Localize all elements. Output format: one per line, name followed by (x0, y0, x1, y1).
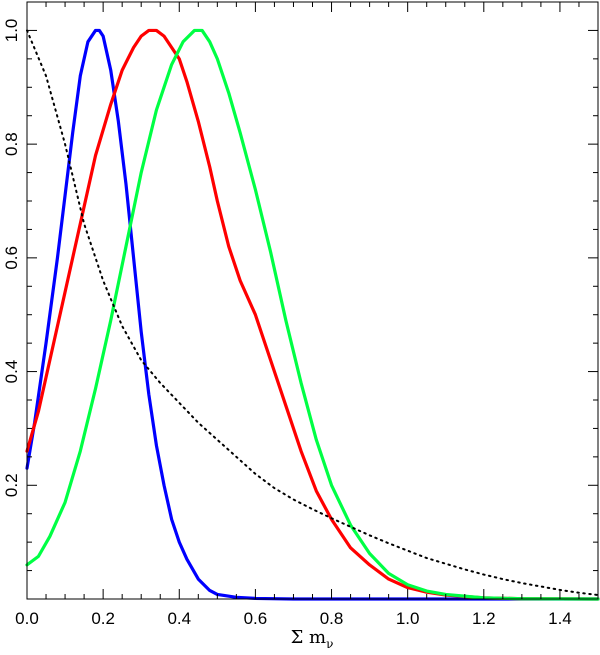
series-line-3 (26, 29, 599, 597)
y-tick-label: 0.2 (2, 473, 21, 497)
x-tick-label: 0.6 (244, 609, 268, 628)
series-line-1 (25, 28, 600, 601)
x-tick-label: 0.4 (167, 609, 191, 628)
y-tick-label: 0.4 (2, 360, 21, 384)
y-tick-label: 1.0 (2, 19, 21, 43)
x-axis-title: Σ mν (291, 627, 334, 651)
x-tick-label: 0.8 (320, 609, 344, 628)
x-tick-label: 1.0 (396, 609, 420, 628)
series-layer (25, 28, 600, 601)
x-tick-label: 0.2 (91, 609, 115, 628)
x-tick-label: 1.2 (472, 609, 496, 628)
axis-layer: 0.0 0.2 0.4 0.6 0.8 1.0 1.2 1.4 0.2 0.4 0.6 0.8 1.0 (2, 2, 599, 628)
series-line-0 (25, 28, 600, 601)
series-line-2 (25, 28, 600, 601)
x-axis-title-main: Σ m (291, 627, 327, 648)
y-tick-label: 0.6 (2, 246, 21, 270)
plot-frame (26, 1, 599, 600)
y-tick-label: 0.8 (2, 132, 21, 156)
x-tick-label: 0.0 (15, 609, 39, 628)
x-tick-label: 1.4 (548, 609, 572, 628)
x-axis-title-subscript: ν (326, 637, 333, 651)
